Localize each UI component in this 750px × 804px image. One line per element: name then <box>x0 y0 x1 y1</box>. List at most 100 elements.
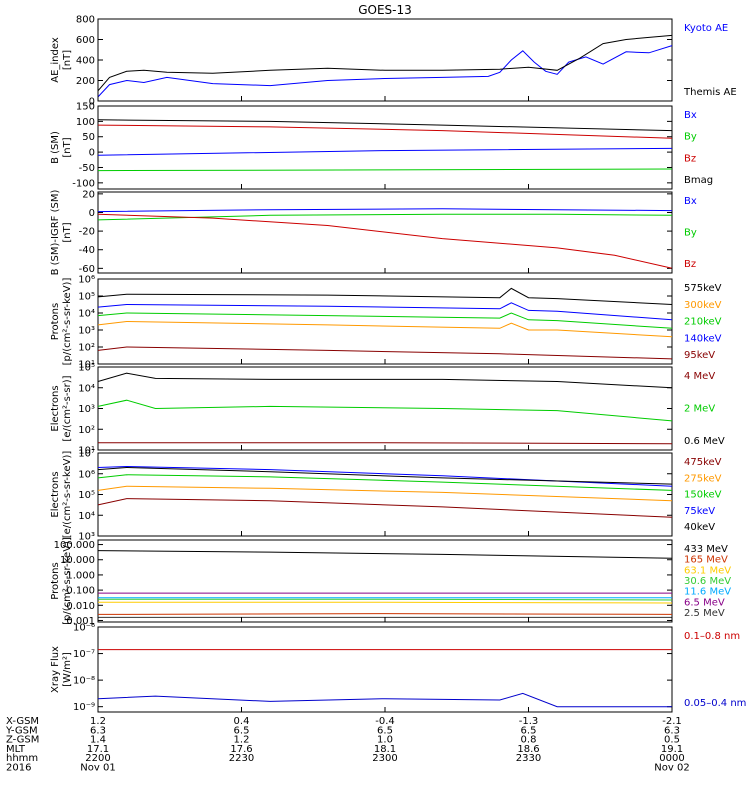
legend-label: Kyoto AE <box>684 23 728 34</box>
y-tick-label: 150 <box>76 102 95 113</box>
series-line <box>97 168 673 172</box>
y-axis-unit: [W/m²] <box>62 652 73 687</box>
x-tick-label: 2200 <box>85 753 110 764</box>
legend-label: 0.05–0.4 nm <box>684 698 746 709</box>
y-tick-label: 10⁵ <box>78 292 95 303</box>
legend-label: By <box>684 132 697 143</box>
y-tick-label: 10⁴ <box>78 383 95 394</box>
y-axis-label: B (SM)-IGRF (SM) <box>50 190 61 276</box>
series-line <box>97 213 673 269</box>
series-line <box>97 399 673 422</box>
y-tick-label: 100 <box>76 117 95 128</box>
series-line <box>97 208 673 213</box>
legend-label: 165 MeV <box>684 555 728 566</box>
y-tick-label: 10² <box>78 343 95 354</box>
x-tick-label: 1.0 <box>377 735 393 746</box>
x-tick-label: Nov 01 <box>80 763 115 774</box>
legend-label: 95keV <box>684 350 715 361</box>
x-tick-label: 6.5 <box>521 725 537 736</box>
y-axis-label: Protons <box>50 562 61 599</box>
y-axis-unit: [p/(cm²-s-sr-keV)] <box>62 278 73 366</box>
series-line <box>97 312 673 329</box>
series-line <box>97 45 673 98</box>
series-line <box>97 692 672 708</box>
x-tick-label: 19.1 <box>661 744 683 755</box>
legend-label: 140keV <box>684 333 722 344</box>
series-line <box>97 119 673 132</box>
y-tick-label: 10⁴ <box>78 309 95 320</box>
y-tick-label: 0.001 <box>66 616 95 627</box>
y-axis-unit: [nT] <box>62 222 73 242</box>
y-tick-label: 10³ <box>78 404 95 415</box>
x-tick-label: 1.2 <box>234 735 250 746</box>
x-tick-label: 0.4 <box>234 716 250 727</box>
series-line <box>97 34 673 92</box>
y-tick-label: 0 <box>89 97 95 108</box>
legend-label: 6.5 MeV <box>684 597 725 608</box>
series-line <box>97 124 673 139</box>
y-tick-label: -50 <box>79 163 95 174</box>
x-tick-label: -0.4 <box>375 716 395 727</box>
x-tick-label: 17.1 <box>87 744 109 755</box>
panel-frame <box>97 452 673 537</box>
y-axis-label: Protons <box>50 303 61 340</box>
y-tick-label: 0 <box>89 208 95 219</box>
legend-label: 150keV <box>684 490 722 501</box>
legend-label: 75keV <box>684 506 715 517</box>
x-tick-label: 1.2 <box>90 716 106 727</box>
x-tick-label: 6.5 <box>377 725 393 736</box>
y-tick-label: 10¹ <box>78 360 95 371</box>
x-tick-label: -2.1 <box>662 716 682 727</box>
legend-label: 300keV <box>684 300 722 311</box>
y-tick-label: 10⁶ <box>78 469 95 480</box>
legend-label: 11.6 MeV <box>684 587 731 598</box>
series-line <box>98 598 673 601</box>
y-axis-label: B (SM) <box>50 131 61 164</box>
legend-label: 63.1 MeV <box>684 565 731 576</box>
legend-label: By <box>684 228 697 239</box>
x-row-label: MLT <box>6 744 26 755</box>
series-line <box>97 147 673 156</box>
series-line <box>97 302 673 321</box>
series-line <box>97 287 673 305</box>
panel-frame <box>97 105 673 190</box>
y-tick-label: 10⁵ <box>78 363 95 374</box>
panel-frame <box>97 539 673 623</box>
y-tick-label: 10.000 <box>60 555 95 566</box>
x-row-label: X-GSM <box>6 716 39 727</box>
series-line <box>97 474 673 491</box>
series-line <box>97 372 673 389</box>
legend-label: Bz <box>684 259 696 270</box>
x-tick-label: 18.1 <box>374 744 396 755</box>
y-tick-label: 600 <box>76 35 95 46</box>
x-tick-label: 18.6 <box>517 744 539 755</box>
y-tick-label: 200 <box>76 76 95 87</box>
legend-label: Themis AE <box>683 87 737 98</box>
x-row-label: 2016 <box>6 763 31 774</box>
series-line <box>97 485 673 502</box>
y-tick-label: -100 <box>72 178 95 189</box>
x-tick-label: 2300 <box>372 753 397 764</box>
y-tick-label: 0 <box>89 148 95 159</box>
y-tick-label: -60 <box>79 264 95 275</box>
y-tick-label: 10⁻⁷ <box>73 649 95 660</box>
y-tick-label: 10⁵ <box>78 490 95 501</box>
x-row-label: Z-GSM <box>6 735 39 746</box>
x-tick-label: 0000 <box>659 753 684 764</box>
y-tick-label: 1.000 <box>66 570 95 581</box>
y-tick-label: 400 <box>76 56 95 67</box>
x-tick-label: 0.8 <box>521 735 537 746</box>
legend-label: 0.6 MeV <box>684 436 725 447</box>
y-tick-label: 10⁻⁶ <box>73 623 95 634</box>
y-axis-unit: [e/(cm²-s-sr-keV)] <box>62 451 73 539</box>
y-tick-label: 100.000 <box>54 540 95 551</box>
y-axis-label: Electrons <box>50 385 61 431</box>
series-line <box>97 466 673 485</box>
legend-label: 210keV <box>684 317 722 328</box>
y-tick-label: 10⁶ <box>78 275 95 286</box>
y-axis-unit: [nT] <box>62 50 73 70</box>
series-line <box>97 346 673 360</box>
y-tick-label: 10³ <box>78 326 95 337</box>
x-row-label: Y-GSM <box>5 725 38 736</box>
y-tick-label: 10² <box>78 425 95 436</box>
